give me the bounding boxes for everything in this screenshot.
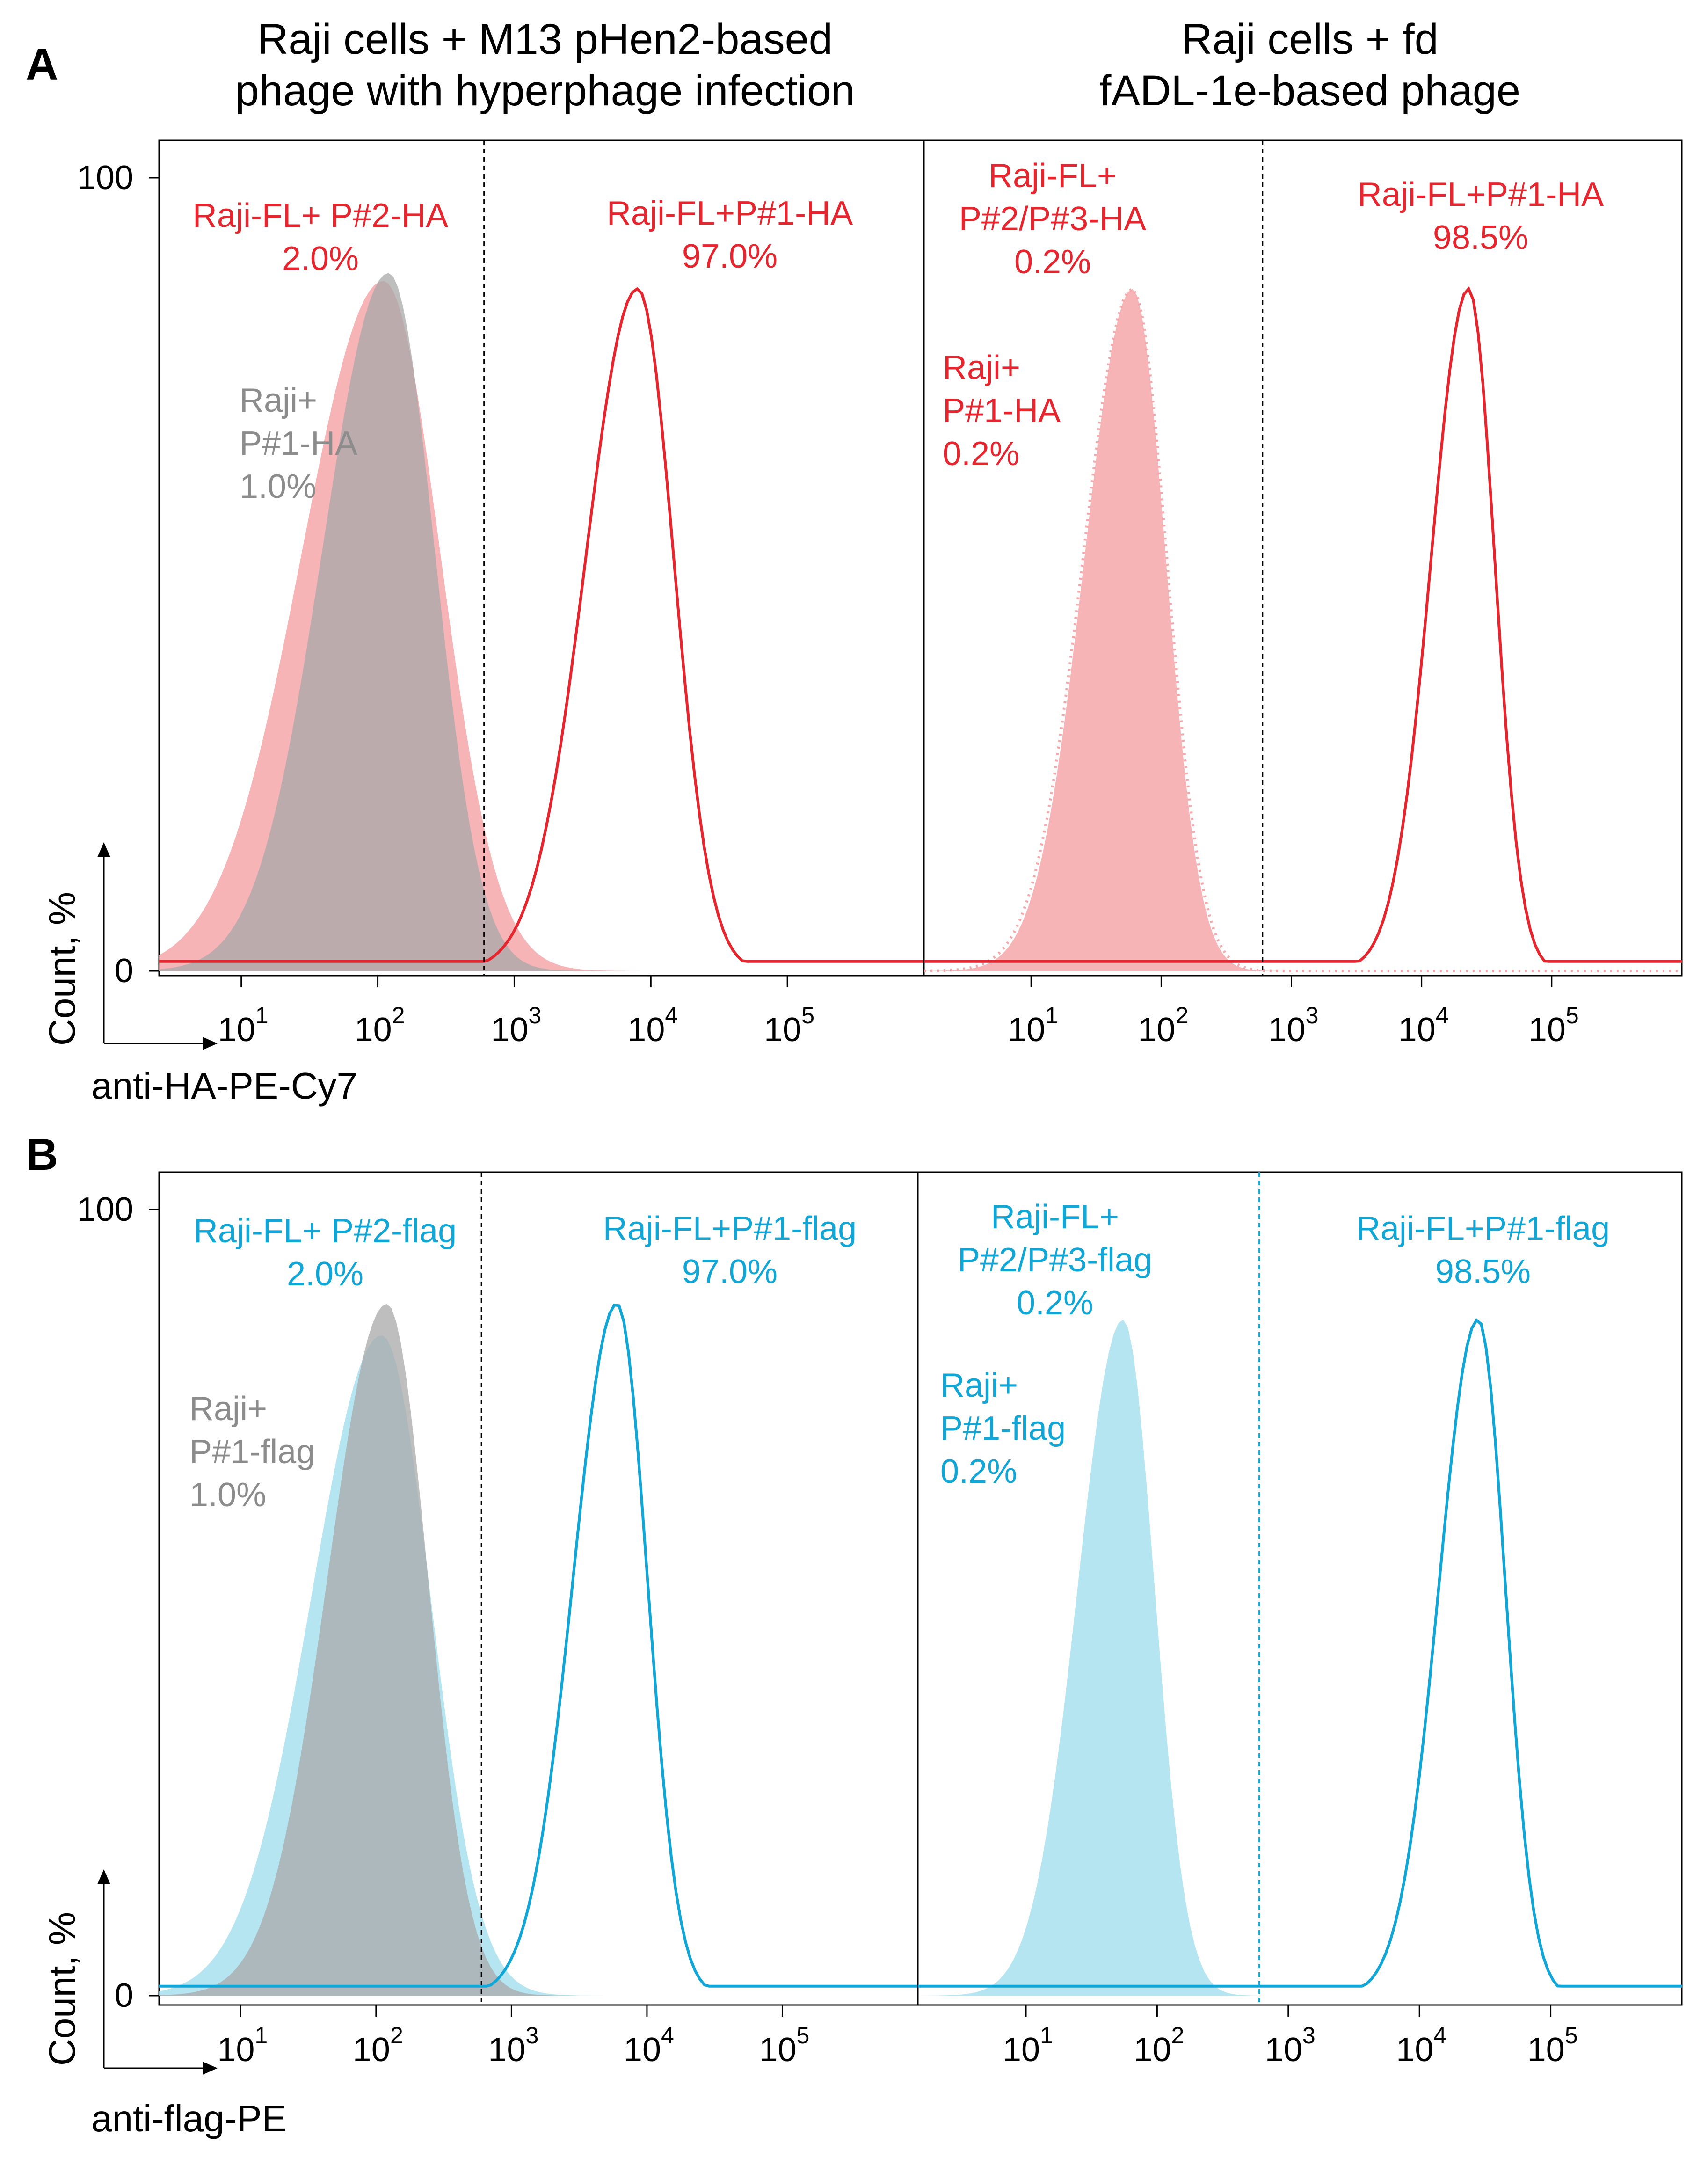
annotation-label: Raji+ P#1-flag 0.2% bbox=[940, 1367, 1066, 1490]
annotation-label: Raji+ P#1-flag 1.0% bbox=[189, 1390, 315, 1514]
annotation-label: Raji+ P#1-HA 1.0% bbox=[240, 382, 357, 505]
panel-b-xlabel: anti-flag-PE bbox=[91, 2098, 287, 2139]
x-tick-label: 105 bbox=[1527, 2022, 1578, 2069]
series-raji-fl-p-2-p-3-ha bbox=[924, 289, 1682, 971]
annotation-label: Raji-FL+ P#2/P#3-HA 0.2% bbox=[959, 157, 1146, 281]
panel-b-ylabel: Count, % bbox=[41, 1912, 83, 2066]
panel-a-xlabel: anti-HA-PE-Cy7 bbox=[91, 1065, 357, 1107]
x-tick-label: 104 bbox=[624, 2022, 674, 2069]
y-axis: 0 100 bbox=[77, 159, 159, 990]
column-titles: Raji cells + M13 pHen2-based phage with … bbox=[235, 15, 1520, 115]
y-axis: 0 100 bbox=[77, 1191, 159, 2014]
x-tick-label: 101 bbox=[1008, 1002, 1058, 1049]
x-tick-label: 105 bbox=[764, 1002, 814, 1049]
panel-b-axis-names: Count, % anti-flag-PE bbox=[41, 1869, 287, 2139]
series-raji-p-1-ha bbox=[923, 287, 1682, 972]
x-tick-label: 105 bbox=[759, 2022, 809, 2069]
x-tick-label: 103 bbox=[1268, 1002, 1319, 1049]
series-raji-fl-p-2-p-3-flag bbox=[918, 1320, 1682, 1996]
x-tick-label: 102 bbox=[355, 1002, 405, 1049]
left-column-title-line-1: Raji cells + M13 pHen2-based bbox=[257, 15, 833, 63]
x-tick-label: 101 bbox=[217, 2022, 268, 2069]
y-tick-label: 0 bbox=[115, 952, 133, 990]
plot-frame bbox=[923, 139, 1683, 977]
right-column-title-line-2: fADL-1e-based phage bbox=[1099, 67, 1520, 115]
right-column-title-line-1: Raji cells + fd bbox=[1181, 15, 1439, 63]
y-tick-label: 100 bbox=[77, 1191, 133, 1228]
x-tick-label: 103 bbox=[488, 2022, 538, 2069]
panel-b-axis-arrows bbox=[97, 1869, 218, 2075]
x-tick-label: 102 bbox=[1138, 1002, 1188, 1049]
subplot-left: 101 102 103 104 105 Raji-FL+ P#2-HA 2.0% Raji+ P… bbox=[158, 139, 925, 1049]
series-raji-p-1-flag bbox=[159, 1304, 918, 1996]
x-tick-label: 102 bbox=[1134, 2022, 1184, 2069]
series-raji-p-1-ha bbox=[159, 273, 924, 971]
x-tick-label: 103 bbox=[1265, 2022, 1316, 2069]
annotation-label: Raji-FL+ P#2-HA 2.0% bbox=[193, 197, 448, 277]
annotation-label: Raji-FL+P#1-HA 97.0% bbox=[607, 195, 853, 275]
subplot-right: 101 102 103 104 105 Raji-FL+ P#2/P#3-HA 0.2% Raj… bbox=[923, 139, 1683, 1049]
series-raji-fl-p-1-flag bbox=[159, 1303, 918, 1988]
panel-a-axis-arrows bbox=[97, 842, 218, 1050]
x-tick-label: 104 bbox=[1398, 1002, 1449, 1049]
x-tick-label: 102 bbox=[353, 2022, 403, 2069]
annotation-label: Raji+ P#1-HA 0.2% bbox=[943, 349, 1061, 473]
y-tick-label: 100 bbox=[77, 159, 133, 197]
annotation-label: Raji-FL+ P#2/P#3-flag 0.2% bbox=[958, 1198, 1152, 1322]
series-raji-fl-p-1-flag bbox=[918, 1318, 1682, 1988]
subplot-left: 101 102 103 104 105 Raji-FL+ P#2-flag 2.0% Raji… bbox=[158, 1171, 919, 2069]
annotation-label: Raji-FL+P#1-flag 97.0% bbox=[603, 1210, 857, 1290]
x-tick-label: 101 bbox=[218, 1002, 269, 1049]
series-raji-fl-p-1-ha bbox=[159, 287, 924, 963]
annotation-label: Raji-FL+P#1-flag 98.5% bbox=[1356, 1210, 1610, 1290]
plot-frame bbox=[917, 1171, 1683, 2006]
series-raji-fl-p-1-ha bbox=[924, 286, 1682, 963]
panel-letter-b: B bbox=[26, 1130, 58, 1180]
x-tick-label: 101 bbox=[1003, 2022, 1053, 2069]
panel-b-plot: 101 102 103 104 105 Raji-FL+ P#2-flag 2.0% Raji… bbox=[77, 1171, 1683, 2069]
x-tick-label: 104 bbox=[627, 1002, 678, 1049]
panel-a-axis-names: Count, % anti-HA-PE-Cy7 bbox=[41, 842, 357, 1107]
subplot-right: 101 102 103 104 105 Raji-FL+ P#2/P#3-flag 0.2% R… bbox=[917, 1171, 1683, 2069]
panel-a-ylabel: Count, % bbox=[41, 892, 83, 1046]
x-tick-label: 103 bbox=[491, 1002, 541, 1049]
x-tick-label: 104 bbox=[1396, 2022, 1446, 2069]
y-tick-label: 0 bbox=[115, 1977, 133, 2014]
x-tick-label: 105 bbox=[1528, 1002, 1579, 1049]
annotation-label: Raji-FL+P#1-HA 98.5% bbox=[1358, 176, 1604, 256]
panel-a-plot: 101 102 103 104 105 Raji-FL+ P#2-HA 2.0% Raji+ P… bbox=[77, 139, 1683, 1049]
left-column-title-line-2: phage with hyperphage infection bbox=[235, 67, 855, 115]
annotation-label: Raji-FL+ P#2-flag 2.0% bbox=[194, 1212, 457, 1293]
panel-letter-a: A bbox=[26, 39, 58, 89]
